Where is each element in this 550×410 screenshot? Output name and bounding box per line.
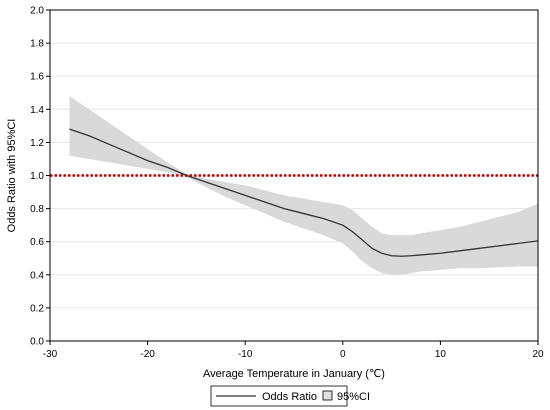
legend-label-odds-ratio: Odds Ratio xyxy=(262,391,317,403)
ci-band xyxy=(69,96,539,275)
legend-box xyxy=(210,385,348,407)
y-axis-label: Odds Ratio with 95%CI xyxy=(6,119,18,233)
x-tick-label: 0 xyxy=(340,349,346,360)
y-tick-label: 1.8 xyxy=(30,39,44,50)
x-tick-label: 10 xyxy=(435,349,447,360)
y-tick-label: 1.2 xyxy=(30,138,44,149)
y-tick-label: 0.4 xyxy=(30,270,44,281)
y-tick-label: 0.0 xyxy=(30,337,44,348)
x-axis-ticks: -30 -20 -10 0 10 20 xyxy=(43,341,544,360)
odds-ratio-line xyxy=(69,128,539,257)
y-tick-label: 1.6 xyxy=(30,72,44,83)
x-tick-label: 20 xyxy=(532,349,544,360)
y-tick-label: 1.4 xyxy=(30,105,44,116)
series-lines xyxy=(69,128,539,257)
x-axis-label: Average Temperature in January (℃) xyxy=(203,368,385,380)
x-tick-label: -10 xyxy=(238,349,253,360)
legend: Odds Ratio 95%CI xyxy=(210,385,370,407)
y-tick-label: 1.0 xyxy=(30,171,44,182)
x-tick-label: -20 xyxy=(140,349,155,360)
x-tick-label: -30 xyxy=(43,349,58,360)
y-tick-label: 0.8 xyxy=(30,204,44,215)
y-axis-ticks: 0.0 0.2 0.4 0.6 0.8 1.0 1.2 1.4 1.6 1.8 2.0 xyxy=(30,6,50,348)
legend-label-ci: 95%CI xyxy=(337,391,370,403)
y-tick-label: 0.2 xyxy=(30,303,44,314)
legend-box-swatch xyxy=(322,390,333,401)
ci-band-group xyxy=(69,96,539,275)
y-tick-label: 0.6 xyxy=(30,237,44,248)
y-tick-label: 2.0 xyxy=(30,6,44,17)
gridlines xyxy=(50,42,538,309)
